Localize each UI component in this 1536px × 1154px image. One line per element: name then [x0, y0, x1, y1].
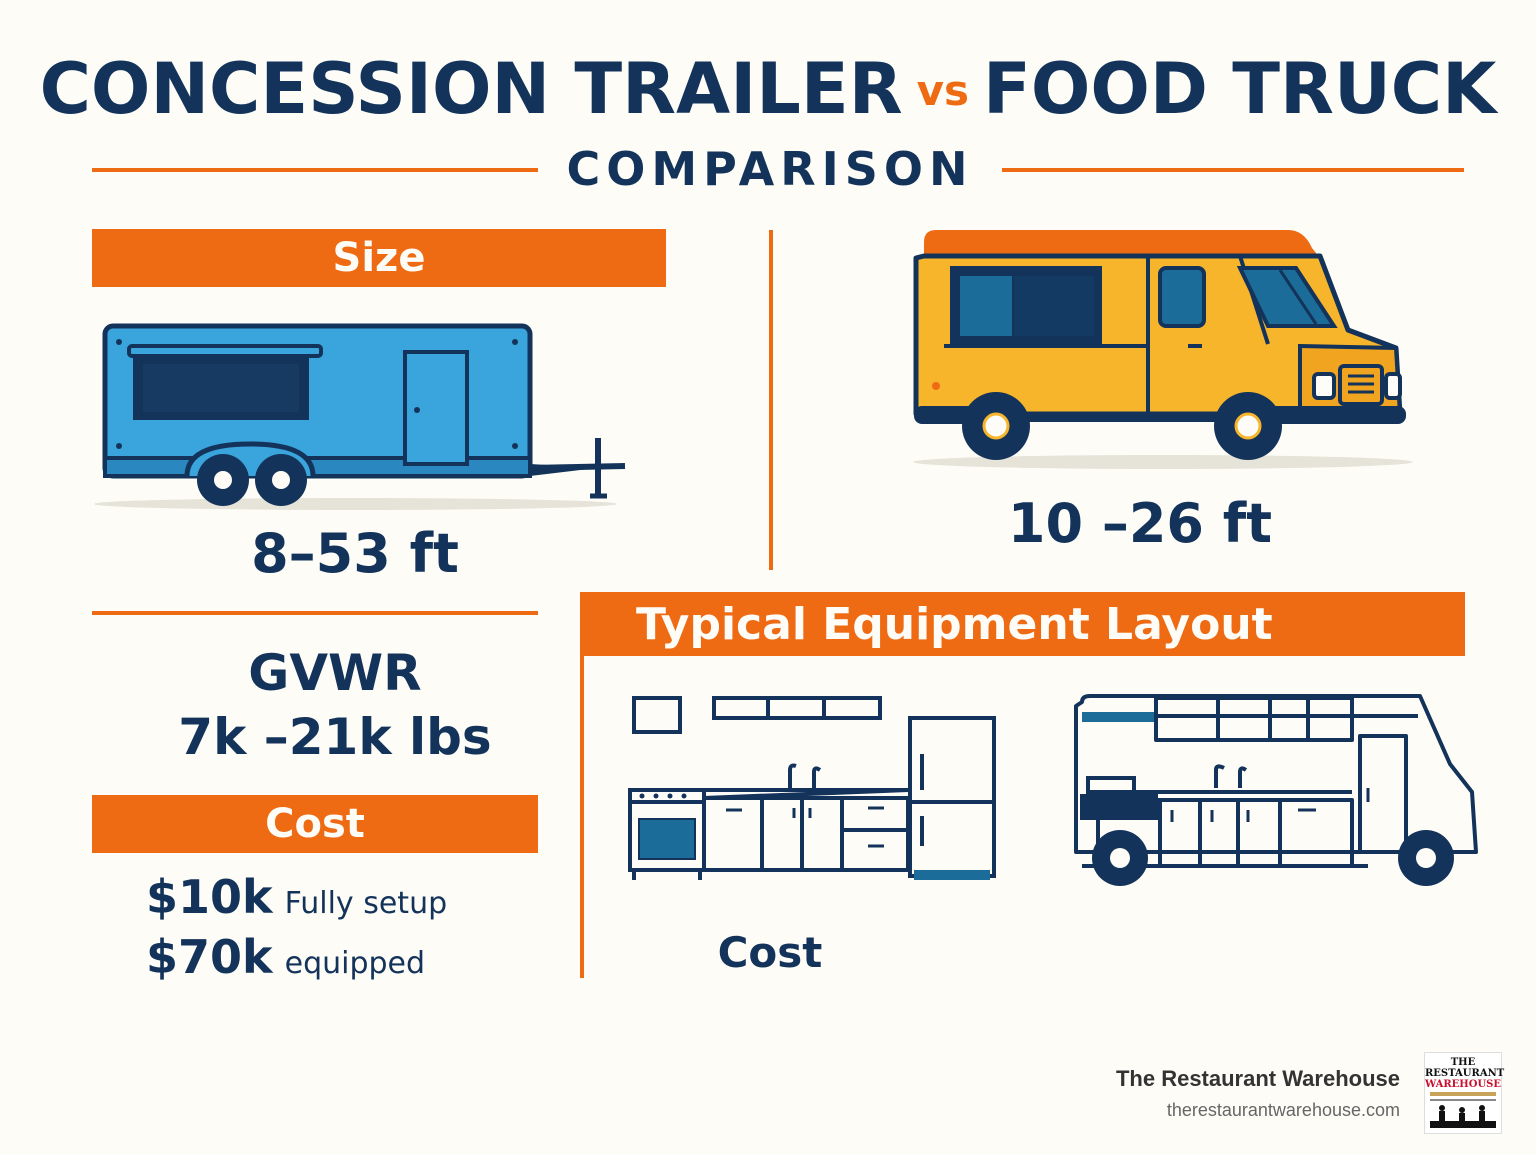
cost-line-1: $10k Fully setup	[146, 870, 447, 924]
footer-url[interactable]: therestaurantwarehouse.com	[1166, 1100, 1400, 1120]
company-logo: THE RESTAURANT WAREHOUSE	[1424, 1052, 1505, 1134]
cost-line-1-amount: $10k	[146, 870, 273, 924]
truck-length: 10 –26 ft	[1007, 492, 1273, 555]
logo-line-1: THE	[1450, 1057, 1476, 1068]
subtitle-rule-left	[92, 168, 538, 172]
subtitle-rule-right	[1002, 168, 1464, 172]
cost-line-1-text: Fully setup	[284, 886, 448, 921]
concession-trailer-icon	[95, 323, 626, 510]
gvwr-value: 7k –21k lbs	[178, 708, 492, 766]
equipment-panel-border	[580, 592, 584, 978]
logo-line-3: WAREHOUSE	[1425, 1079, 1502, 1090]
cost-header-label: Cost	[265, 801, 365, 847]
food-truck-icon	[913, 230, 1413, 469]
gvwr-label: GVWR	[248, 644, 422, 702]
cost-line-2-text: equipped	[284, 946, 426, 981]
vertical-divider	[769, 230, 773, 570]
cost-line-2: $70k equipped	[146, 930, 425, 984]
page-subtitle: COMPARISON	[566, 142, 974, 196]
cost-line-2-amount: $70k	[146, 930, 273, 984]
kitchen-layout-icon	[628, 696, 996, 880]
logo-line-2: RESTAURANT	[1425, 1068, 1505, 1079]
title-right: FOOD TRUCK	[983, 48, 1497, 130]
title-left: CONCESSION TRAILER	[39, 48, 903, 130]
trailer-length: 8–53 ft	[251, 522, 459, 585]
equipment-header-label: Typical Equipment Layout	[636, 598, 1273, 650]
section-rule	[92, 611, 538, 615]
logo-scene-icon	[1430, 1092, 1496, 1128]
equipment-header: Typical Equipment Layout	[580, 592, 1465, 656]
title-vs: vs	[916, 66, 969, 115]
cost-header: Cost	[92, 795, 538, 853]
food-truck-layout-icon	[1074, 694, 1478, 886]
size-header: Size	[92, 229, 666, 287]
size-header-label: Size	[332, 235, 426, 281]
page-title: CONCESSION TRAILER vs FOOD TRUCK	[0, 48, 1536, 130]
equipment-cost-label: Cost	[717, 928, 823, 977]
footer-company: The Restaurant Warehouse	[1115, 1066, 1400, 1091]
